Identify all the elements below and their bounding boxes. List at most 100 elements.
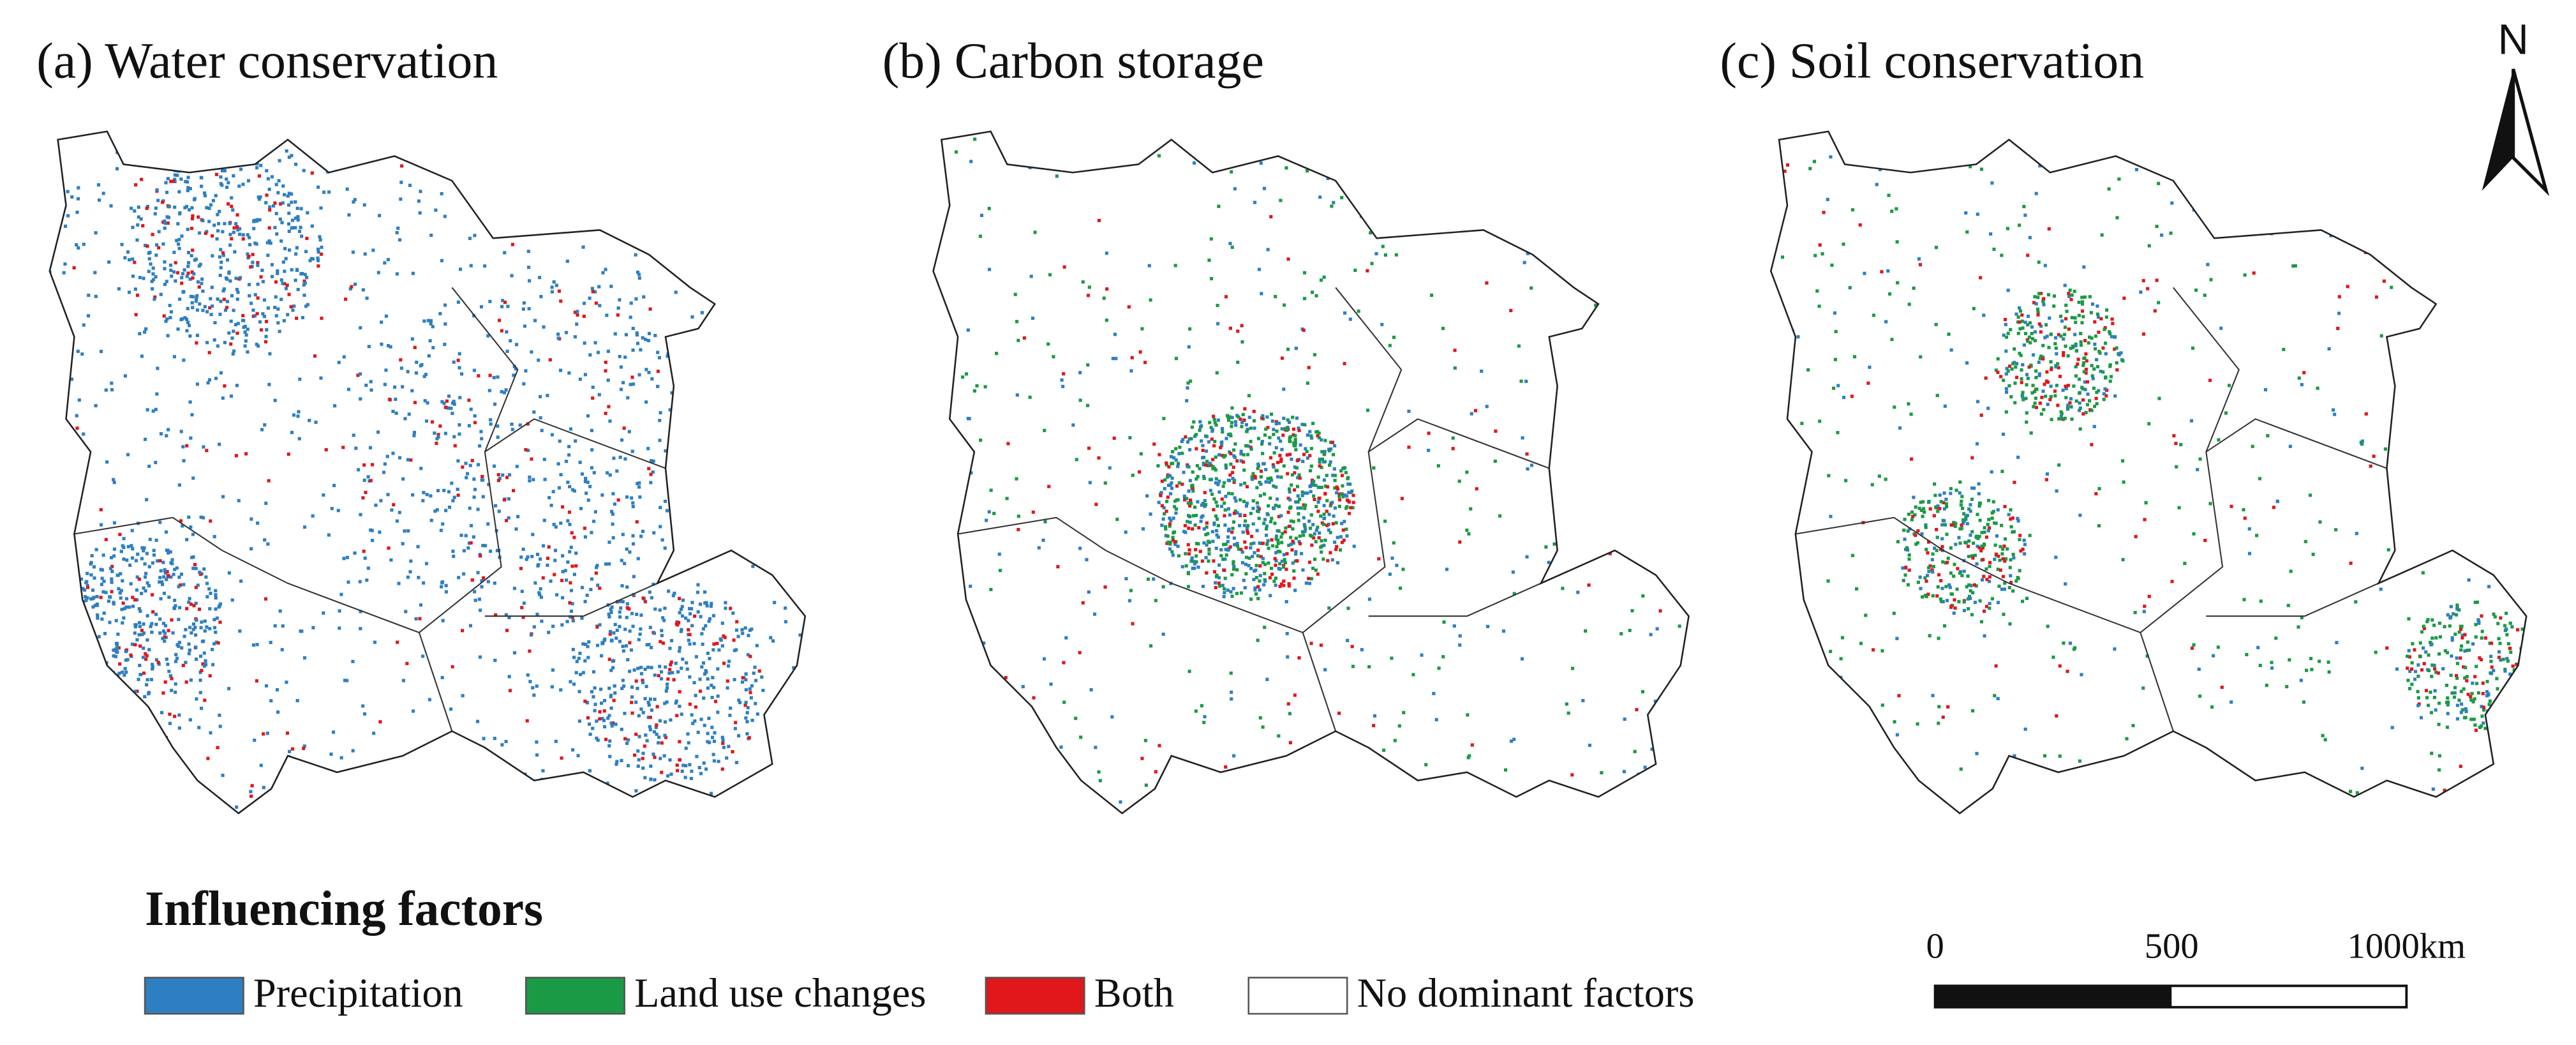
pixel	[2018, 309, 2023, 313]
pixel	[1282, 464, 1286, 468]
pixel	[690, 607, 694, 611]
pixel	[2410, 661, 2414, 665]
pixel	[1159, 493, 1163, 497]
pixel	[611, 492, 615, 496]
pixel	[434, 208, 438, 212]
pixel	[1308, 485, 1312, 488]
pixel	[1926, 551, 1930, 555]
pixel	[2068, 642, 2073, 645]
pixel	[1820, 252, 1824, 256]
pixel	[1265, 512, 1269, 516]
pixel	[1263, 562, 1267, 566]
pixel	[1087, 446, 1091, 450]
pixel	[2023, 552, 2027, 556]
pixel	[1372, 724, 1376, 728]
pixel	[299, 207, 303, 211]
pixel	[168, 315, 172, 320]
pixel	[1169, 518, 1173, 522]
pixel	[142, 646, 145, 650]
pixel	[110, 590, 114, 594]
pixel	[206, 165, 210, 169]
pixel	[541, 576, 545, 580]
pixel	[1348, 783, 1353, 786]
pixel	[1170, 481, 1173, 485]
pixel	[101, 553, 105, 557]
pixel	[628, 550, 632, 554]
pixel	[391, 409, 395, 414]
pixel	[267, 187, 271, 192]
pixel	[257, 344, 260, 348]
pixel	[530, 555, 534, 559]
pixel	[163, 219, 167, 223]
pixel	[425, 493, 429, 497]
pixel	[2379, 587, 2383, 591]
pixel	[761, 688, 765, 693]
pixel	[616, 306, 620, 310]
pixel	[1208, 421, 1212, 425]
pixel	[2427, 668, 2431, 672]
pixel	[251, 643, 256, 647]
pixel	[421, 654, 425, 658]
pixel	[203, 629, 207, 633]
pixel	[144, 571, 148, 575]
pixel	[1999, 545, 2002, 548]
pixel	[1128, 599, 1131, 603]
pixel	[1269, 456, 1273, 460]
pixel	[86, 314, 91, 318]
pixel	[1836, 384, 1840, 387]
pixel	[541, 544, 546, 548]
pixel	[1206, 532, 1210, 536]
pixel	[572, 573, 576, 576]
pixel	[65, 688, 69, 693]
pixel	[125, 558, 129, 562]
pixel	[708, 617, 712, 620]
pixel	[1232, 754, 1236, 758]
pixel	[1333, 734, 1337, 738]
pixel	[489, 799, 493, 802]
pixel	[1287, 525, 1291, 529]
pixel	[281, 282, 285, 285]
pixel	[752, 671, 756, 675]
pixel	[144, 589, 147, 593]
pixel	[269, 699, 273, 703]
pixel	[347, 213, 351, 217]
pixel	[2061, 417, 2065, 421]
pixel	[429, 494, 433, 498]
pixel	[593, 686, 597, 690]
pixel	[1796, 335, 1800, 339]
pixel	[2432, 663, 2436, 668]
pixel	[2459, 628, 2463, 631]
pixel	[175, 656, 179, 660]
pixel	[1127, 305, 1131, 309]
pixel	[257, 197, 262, 201]
pixel	[1251, 522, 1255, 526]
pixel	[1277, 504, 1281, 508]
pixel	[296, 214, 300, 219]
pixel	[1089, 688, 1093, 692]
pixel	[2473, 697, 2476, 701]
pixel	[198, 570, 202, 575]
pixel	[1143, 361, 1147, 365]
pixel	[211, 647, 214, 652]
pixel	[1250, 477, 1254, 481]
pixel	[1336, 487, 1340, 491]
pixel	[1345, 494, 1349, 498]
pixel	[167, 629, 170, 633]
pixel	[496, 424, 500, 428]
pixel	[764, 290, 768, 294]
pixel	[1303, 530, 1307, 534]
pixel	[197, 726, 201, 730]
pixel	[2082, 356, 2086, 360]
pixel	[2125, 737, 2129, 741]
pixel	[473, 488, 477, 492]
pixel	[649, 764, 653, 768]
pixel	[241, 313, 245, 318]
pixel	[234, 276, 238, 280]
pixel	[1188, 504, 1192, 508]
pixel	[2082, 265, 2086, 269]
pixel	[2425, 404, 2429, 408]
pixel	[1052, 355, 1055, 359]
pixel	[713, 439, 718, 443]
pixel	[2508, 672, 2512, 676]
pixel	[151, 232, 154, 236]
